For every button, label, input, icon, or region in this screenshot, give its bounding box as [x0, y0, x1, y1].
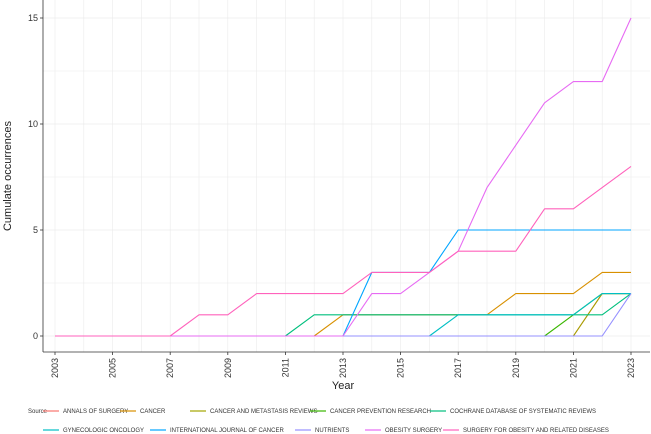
- x-tick-label: 2021: [568, 358, 578, 378]
- x-tick-label: 2011: [280, 358, 290, 377]
- legend-label: GYNECOLOGIC ONCOLOGY: [63, 428, 144, 434]
- legend-label: SURGERY FOR OBESITY AND RELATED DISEASES: [463, 428, 609, 434]
- plot-background: [43, 0, 650, 352]
- legend-label: INTERNATIONAL JOURNAL OF CANCER: [170, 428, 284, 434]
- legend-label: NUTRIENTS: [315, 428, 349, 434]
- legend: Source ANNALS OF SURGERY CANCER CANCER AND…: [28, 409, 609, 434]
- x-tick-label: 2005: [108, 358, 118, 378]
- y-tick-label: 5: [33, 225, 38, 235]
- legend-title: Source: [28, 409, 48, 415]
- legend-label: CANCER AND METASTASIS REVIEWS: [210, 409, 317, 415]
- axes: 0 5 10 15 2003 2005 2007 2009 2011 2013 2015 2017 20…: [28, 0, 650, 378]
- x-tick-label: 2019: [511, 358, 521, 378]
- y-tick-label: 10: [28, 119, 38, 129]
- y-axis-title: Cumulate occurrences: [2, 120, 14, 231]
- y-tick-label: 15: [28, 13, 38, 23]
- x-tick-label: 2023: [626, 358, 636, 378]
- x-tick-label: 2015: [396, 358, 406, 378]
- x-tick-label: 2013: [338, 358, 348, 378]
- x-axis-title: Year: [332, 380, 355, 392]
- legend-label: OBESITY SURGERY: [385, 428, 442, 434]
- legend-label: COCHRANE DATABASE OF SYSTEMATIC REVIEWS: [450, 409, 596, 415]
- series-lines: [55, 17, 632, 337]
- x-tick-label: 2007: [165, 358, 175, 378]
- legend-label: CANCER PREVENTION RESEARCH: [330, 409, 431, 415]
- y-tick-label: 0: [33, 331, 38, 341]
- x-tick-label: 2009: [223, 358, 233, 378]
- x-tick-label: 2017: [453, 358, 463, 378]
- legend-label: CANCER: [140, 409, 166, 415]
- series-line: [55, 165, 632, 337]
- legend-label: ANNALS OF SURGERY: [63, 409, 128, 415]
- x-tick-label: 2003: [50, 358, 60, 378]
